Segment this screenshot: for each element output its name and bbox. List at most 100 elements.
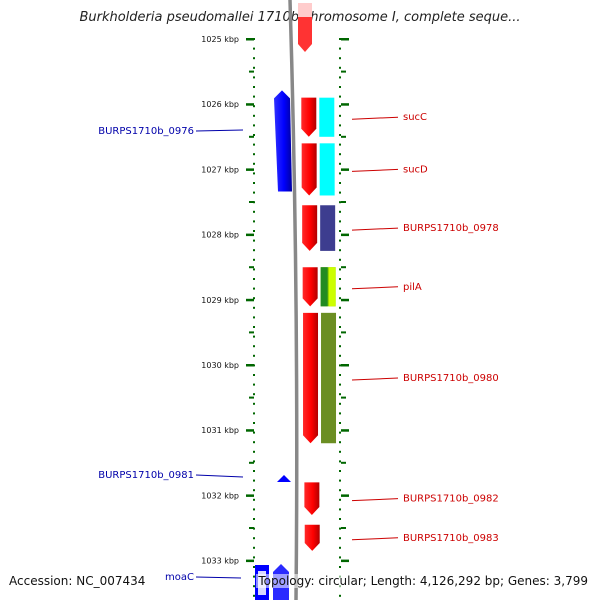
ruler-minor-tick-right <box>341 461 346 464</box>
left-ruler-dot <box>253 124 255 127</box>
reverse-gene-label: moaC <box>165 572 194 583</box>
reverse-gene-leader <box>195 129 244 132</box>
left-ruler-dot <box>253 258 255 261</box>
left-ruler-dot <box>253 402 255 405</box>
right-ruler-dot <box>339 191 341 194</box>
ruler-major-tick-right <box>341 103 349 106</box>
left-ruler-dot <box>253 57 255 60</box>
forward-gene-label: sucC <box>403 112 427 123</box>
ruler-major-tick-right <box>341 38 349 41</box>
right-ruler-dot <box>339 134 341 136</box>
left-ruler-dot <box>253 47 255 50</box>
right-ruler-dot <box>339 364 341 367</box>
right-ruler-dot <box>339 518 341 520</box>
forward-gene-label: BURPS1710b_0978 <box>403 223 499 234</box>
left-ruler-dot <box>253 470 255 472</box>
chromosome-backbone <box>288 0 299 600</box>
forward-gene-leader <box>351 168 399 172</box>
reverse-gene-leader <box>195 474 244 478</box>
left-ruler-dot <box>253 114 255 117</box>
right-ruler-dot <box>339 278 341 280</box>
ruler-major-tick <box>246 429 254 432</box>
ruler-major-tick-right <box>341 298 349 302</box>
right-ruler-dot <box>339 316 341 319</box>
ruler-minor-tick <box>249 201 254 203</box>
left-ruler-dot <box>253 441 255 444</box>
ruler-major-tick <box>246 38 254 41</box>
ruler-minor-tick-right <box>341 70 346 73</box>
forward-gene-arrow <box>304 482 320 515</box>
cog-category-bar <box>321 312 337 444</box>
right-ruler-dot <box>339 38 341 40</box>
ruler-tick-label: 1028 kbp <box>201 231 239 240</box>
right-ruler-dot <box>339 412 341 415</box>
cog-category-bar <box>319 97 335 137</box>
reverse-gene-arrow <box>274 90 292 192</box>
ruler-minor-tick-right <box>341 266 346 269</box>
right-ruler-dot <box>339 345 341 348</box>
left-ruler-dot <box>253 162 255 165</box>
left-ruler-dot <box>253 546 255 549</box>
ruler-minor-tick-right <box>341 331 346 334</box>
right-ruler-dot <box>339 508 341 511</box>
reverse-gene-arrow <box>277 475 291 482</box>
left-ruler-dot <box>253 268 255 271</box>
reverse-gene-label: BURPS1710b_0976 <box>98 126 194 137</box>
right-ruler-dot <box>339 326 341 328</box>
right-ruler-dot <box>339 450 341 453</box>
right-ruler-dot <box>339 249 341 252</box>
right-ruler-dot <box>339 124 341 127</box>
left-ruler-dot <box>253 306 255 309</box>
left-ruler-dot <box>253 566 255 568</box>
right-ruler-dot <box>339 57 341 60</box>
forward-gene-leader <box>351 537 399 541</box>
left-ruler-dot <box>253 287 255 290</box>
left-ruler-dot <box>253 191 255 194</box>
forward-gene-arrow <box>302 267 318 307</box>
left-ruler-dot <box>253 105 255 108</box>
ruler-minor-tick-right <box>341 201 346 203</box>
cog-category-bar <box>319 143 335 196</box>
right-ruler-dot <box>339 76 341 79</box>
left-ruler-dot <box>253 278 255 280</box>
forward-gene-label: BURPS1710b_0983 <box>403 533 499 544</box>
ruler-minor-tick <box>249 135 254 138</box>
right-ruler-dot <box>339 182 341 184</box>
cog-category-bar-secondary <box>328 267 336 307</box>
right-ruler-dot <box>339 153 341 156</box>
left-ruler-dot <box>253 326 255 328</box>
left-ruler-dot <box>253 575 255 578</box>
right-ruler-dot <box>339 172 341 175</box>
right-ruler-dot <box>339 162 341 165</box>
ruler-minor-tick-right <box>341 396 346 399</box>
forward-gene-leader <box>351 227 399 231</box>
forward-gene-label: sucD <box>403 164 428 175</box>
gene-layer <box>255 3 337 600</box>
forward-gene-arrow <box>304 524 320 551</box>
forward-gene-arrow <box>303 312 319 444</box>
ruler-major-tick <box>246 103 254 106</box>
right-ruler-dot <box>339 239 341 242</box>
right-ruler-dot <box>339 105 341 108</box>
right-ruler-dot <box>339 556 341 559</box>
left-ruler-dot <box>253 95 255 98</box>
right-ruler-dot <box>339 422 341 424</box>
right-ruler-dot <box>339 335 341 338</box>
ruler-tick-label: 1029 kbp <box>201 296 239 305</box>
ruler-minor-tick <box>249 461 254 464</box>
left-ruler-dot <box>253 594 255 597</box>
ruler-major-tick-right <box>341 429 349 432</box>
left-ruler-dot <box>253 134 255 136</box>
right-ruler-dot <box>339 498 341 501</box>
ruler-layer: 1025 kbp 1026 kbp 1027 kbp 1028 kbp 1029 kbp… <box>201 35 349 597</box>
forward-gene-leader <box>351 377 399 381</box>
ruler-minor-tick-right <box>341 135 346 138</box>
ruler-tick-label: 1025 kbp <box>201 35 239 44</box>
right-ruler-dot <box>339 431 341 434</box>
ruler-major-tick <box>246 298 254 302</box>
right-ruler-dot <box>339 297 341 300</box>
left-ruler-dot <box>253 335 255 338</box>
left-ruler-dot <box>253 585 255 588</box>
left-ruler-dot <box>253 182 255 184</box>
right-ruler-dot <box>339 489 341 492</box>
